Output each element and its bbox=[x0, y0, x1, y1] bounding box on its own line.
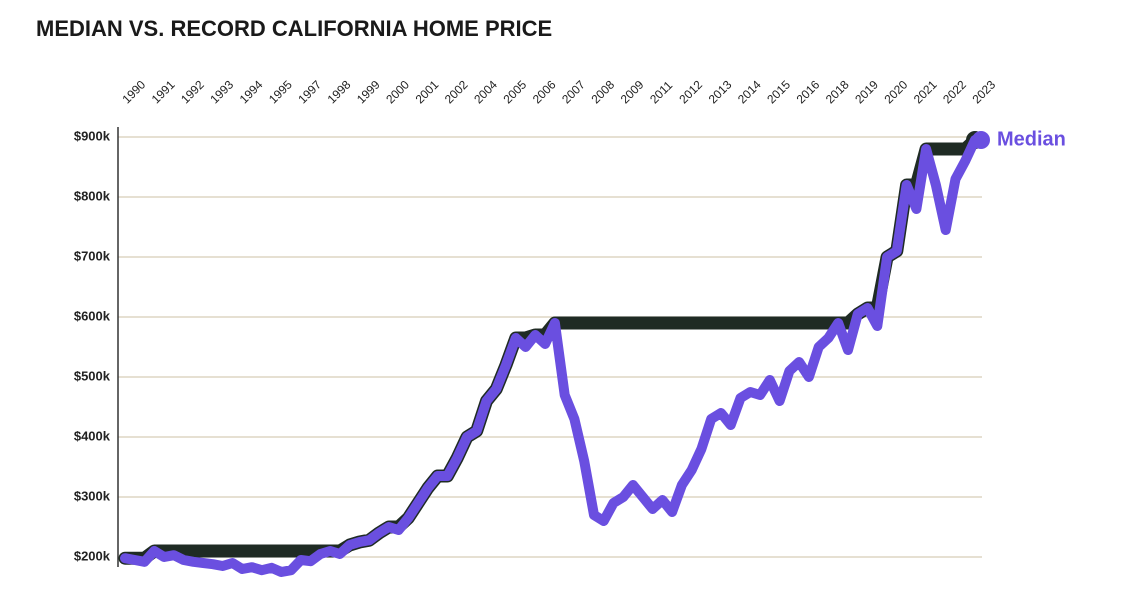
y-tick-label: $900k bbox=[74, 128, 111, 143]
x-tick-label: 2020 bbox=[882, 77, 911, 106]
y-tick-label: $200k bbox=[74, 548, 111, 563]
x-tick-label: 2011 bbox=[647, 78, 675, 106]
x-tick-label: 2022 bbox=[940, 77, 969, 106]
y-tick-label: $700k bbox=[74, 248, 111, 263]
x-tick-label: 2014 bbox=[735, 77, 764, 106]
y-tick-label: $800k bbox=[74, 188, 111, 203]
y-tick-label: $400k bbox=[74, 428, 111, 443]
end-dot bbox=[972, 131, 990, 149]
x-tick-label: 2016 bbox=[794, 77, 823, 106]
x-tick-label: 2013 bbox=[706, 77, 735, 106]
chart-title: MEDIAN VS. RECORD CALIFORNIA HOME PRICE bbox=[36, 16, 552, 41]
x-tick-label: 1991 bbox=[149, 77, 178, 106]
x-tick-label: 2004 bbox=[471, 77, 500, 106]
x-tick-label: 1999 bbox=[354, 77, 383, 106]
x-tick-label: 2000 bbox=[383, 77, 412, 106]
legend-label: Median bbox=[997, 128, 1066, 150]
series-line bbox=[120, 135, 980, 577]
x-tick-label: 2008 bbox=[588, 77, 617, 106]
x-tick-label: 2009 bbox=[618, 77, 647, 106]
x-tick-label: 2012 bbox=[676, 77, 705, 106]
x-tick-label: 2021 bbox=[911, 77, 940, 106]
x-tick-label: 1993 bbox=[207, 77, 236, 106]
y-tick-label: $500k bbox=[74, 368, 111, 383]
x-tick-label: 2015 bbox=[764, 77, 793, 106]
x-tick-label: 2019 bbox=[852, 77, 881, 106]
x-tick-label: 2006 bbox=[530, 77, 559, 106]
x-tick-label: 2007 bbox=[559, 77, 588, 106]
x-tick-label: 1995 bbox=[266, 77, 295, 106]
x-tick-label: 2023 bbox=[969, 77, 998, 106]
x-tick-label: 1992 bbox=[178, 77, 207, 106]
x-tick-label: 2005 bbox=[500, 77, 529, 106]
x-tick-label: 1998 bbox=[325, 77, 354, 106]
y-tick-label: $300k bbox=[74, 488, 111, 503]
x-tick-label: 1997 bbox=[295, 77, 324, 106]
x-tick-label: 2001 bbox=[413, 77, 442, 106]
x-tick-label: 2002 bbox=[442, 77, 471, 106]
x-tick-label: 2018 bbox=[823, 77, 852, 106]
x-tick-label: 1990 bbox=[119, 77, 148, 106]
y-tick-label: $600k bbox=[74, 308, 111, 323]
x-tick-label: 1994 bbox=[237, 77, 266, 106]
